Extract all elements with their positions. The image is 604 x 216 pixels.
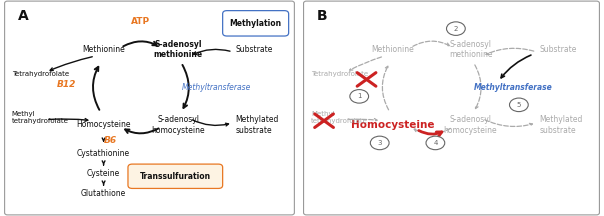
- Text: Tetrahydrofolate: Tetrahydrofolate: [311, 71, 368, 77]
- FancyBboxPatch shape: [223, 11, 289, 36]
- Text: Cystathionine: Cystathionine: [77, 149, 130, 158]
- Text: Cysteine: Cysteine: [87, 169, 120, 178]
- Text: Methyltransferase: Methyltransferase: [182, 83, 252, 92]
- Text: Substrate: Substrate: [236, 45, 273, 54]
- Circle shape: [510, 98, 528, 112]
- Circle shape: [446, 22, 465, 35]
- Circle shape: [426, 136, 445, 150]
- Text: 1: 1: [357, 93, 361, 99]
- Text: Homocysteine: Homocysteine: [76, 121, 131, 129]
- Text: Homocysteine: Homocysteine: [351, 120, 435, 130]
- FancyBboxPatch shape: [5, 1, 294, 215]
- Text: S-adenosyl
methionine: S-adenosyl methionine: [153, 40, 203, 59]
- Text: Glutathione: Glutathione: [81, 189, 126, 198]
- Text: ATP: ATP: [131, 17, 150, 26]
- Text: Substrate: Substrate: [539, 45, 577, 54]
- Text: 3: 3: [378, 140, 382, 146]
- FancyBboxPatch shape: [128, 164, 223, 188]
- Text: Methylated
substrate: Methylated substrate: [236, 115, 279, 135]
- Circle shape: [350, 90, 368, 103]
- Text: Methylated
substrate: Methylated substrate: [539, 115, 583, 135]
- Text: Transsulfuration: Transsulfuration: [140, 172, 211, 181]
- Text: 2: 2: [454, 26, 458, 32]
- Text: B: B: [316, 8, 327, 22]
- Text: B12: B12: [57, 80, 76, 89]
- Text: Methionine: Methionine: [82, 45, 125, 54]
- Text: Methyl
tetrahydrofolate: Methyl tetrahydrofolate: [11, 111, 69, 124]
- Circle shape: [370, 136, 389, 150]
- Text: S-adenosyl
methionine: S-adenosyl methionine: [449, 40, 492, 59]
- Text: S-adenosyl
homocysteine: S-adenosyl homocysteine: [444, 115, 497, 135]
- FancyBboxPatch shape: [304, 1, 599, 215]
- Text: Methylation: Methylation: [230, 19, 281, 28]
- Text: Methyl
tetrahydrofolate: Methyl tetrahydrofolate: [311, 111, 368, 124]
- Text: A: A: [18, 8, 28, 22]
- Text: S-adenosyl
homocysteine: S-adenosyl homocysteine: [152, 115, 205, 135]
- Text: 5: 5: [516, 102, 521, 108]
- Text: B6: B6: [104, 136, 117, 145]
- Text: Methionine: Methionine: [371, 45, 414, 54]
- Text: 4: 4: [433, 140, 437, 146]
- Text: Tetrahydrofolate: Tetrahydrofolate: [11, 71, 69, 77]
- Text: Methyltransferase: Methyltransferase: [474, 83, 553, 92]
